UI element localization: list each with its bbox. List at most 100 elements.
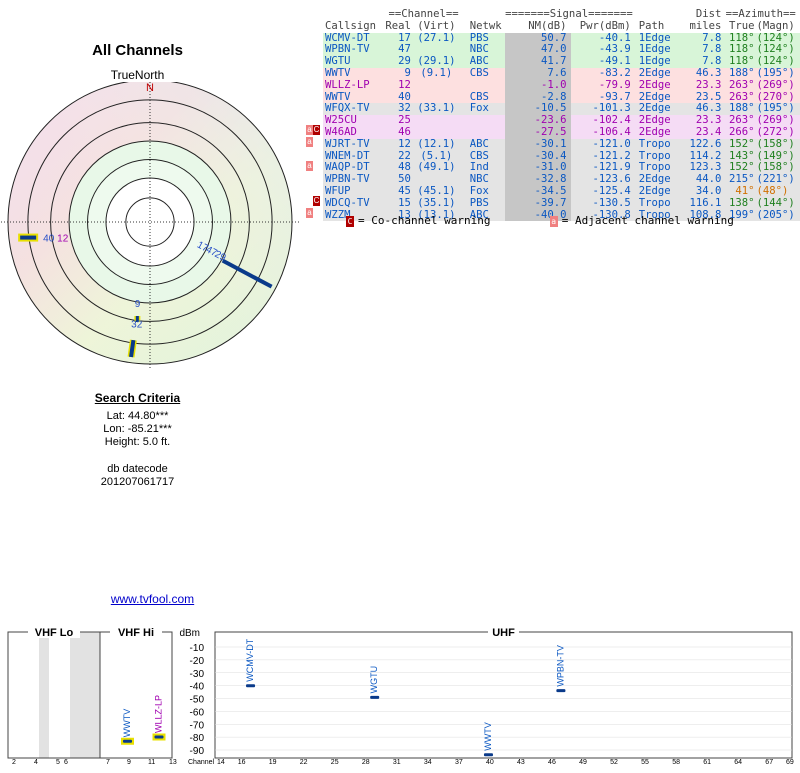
table-row: WAQP-DT 48 (49.1) Ind -31.0 -121.9 Tropo 123.3 1…	[323, 162, 800, 175]
channel-axis-label: Channel	[188, 759, 215, 766]
uhf-tick: 37	[455, 759, 463, 766]
cell-true: 263°	[721, 114, 755, 127]
cell-nm: -30.1	[505, 138, 571, 151]
uhf-tick: 14	[217, 759, 225, 766]
cell-pwr: -102.4	[570, 114, 633, 127]
station-label: WGTU	[369, 666, 379, 694]
vhf-lo-label: VHF Lo	[35, 627, 74, 639]
cell-virt: (49.1)	[410, 162, 462, 175]
vhf-lo-label-bg	[28, 626, 80, 638]
cell-magn: (270°)	[754, 91, 800, 104]
cell-virt: (13.1)	[410, 209, 462, 222]
group-header-azimuth: ==Azimuth==	[725, 8, 796, 20]
station-label: WCMV-DT	[245, 638, 255, 681]
radar-channel-label: 17	[195, 240, 210, 255]
datecode-label: db datecode	[107, 463, 168, 475]
cell-callsign: WFQX-TV	[323, 103, 386, 116]
uhf-tick: 16	[238, 759, 246, 766]
cell-pwr: -79.9	[570, 79, 633, 92]
cell-true: 188°	[721, 103, 755, 116]
cell-real: 45	[385, 185, 411, 198]
cell-dist: 122.6	[679, 138, 722, 151]
cell-netwk: Ind	[461, 162, 506, 175]
cell-dist: 114.2	[679, 150, 722, 163]
true-north-label: TrueNorth	[110, 68, 165, 82]
station-bar	[370, 695, 380, 699]
cell-netwk	[461, 126, 506, 139]
cell-nm: -31.0	[505, 162, 571, 175]
cell-virt	[410, 126, 462, 139]
vhf-hi-tick: 11	[148, 759, 155, 766]
cell-pwr: -101.3	[570, 103, 633, 116]
cell-real: 12	[385, 138, 411, 151]
cell-magn: (149°)	[754, 150, 800, 163]
cell-magn: (195°)	[754, 103, 800, 116]
adjacent-warning-icon: a	[306, 125, 313, 136]
cell-netwk: ABC	[461, 55, 506, 68]
uhf-tick: 43	[517, 759, 525, 766]
table-row: WFQX-TV 32 (33.1) Fox -10.5 -101.3 2Edge 46.3 18…	[323, 103, 800, 116]
cell-pwr: -121.2	[570, 150, 633, 163]
search-criteria: Search Criteria Lat: 44.80*** Lon: -85.2…	[60, 392, 215, 489]
cell-dist: 7.8	[679, 44, 722, 57]
cell-virt: (45.1)	[410, 185, 462, 198]
cell-netwk: ABC	[461, 209, 506, 222]
cell-dist: 23.3	[679, 79, 722, 92]
cell-callsign: WFUP	[323, 185, 386, 198]
cell-nm: -40.0	[505, 209, 571, 222]
signal-bar-263	[18, 233, 39, 242]
cell-dist: 46.3	[679, 67, 722, 80]
tvfool-link[interactable]: www.tvfool.com	[110, 592, 195, 606]
cell-magn: (269°)	[754, 114, 800, 127]
cell-real: 13	[385, 209, 411, 222]
table-row: W46AD 46 -27.5 -106.4 2Edge 23.4 266° (272°)	[323, 126, 800, 139]
cell-magn: (144°)	[754, 197, 800, 210]
cell-path: 2Edge	[632, 67, 680, 80]
cell-true: 118°	[721, 44, 755, 57]
antenna-height: Height: 5.0 ft.	[104, 436, 171, 448]
cell-real: 47	[385, 44, 411, 57]
cell-pwr: -106.4	[570, 126, 633, 139]
cell-dist: 7.8	[679, 32, 722, 45]
cell-path: Tropo	[632, 150, 680, 163]
cell-real: 50	[385, 173, 411, 186]
cell-netwk: Fox	[461, 103, 506, 116]
cell-netwk: PBS	[461, 197, 506, 210]
cell-callsign: WCMV-DT	[323, 32, 386, 45]
cell-magn: (48°)	[754, 185, 800, 198]
co-channel-warning-icon: C	[313, 125, 320, 136]
cell-nm: -10.5	[505, 103, 571, 116]
cell-true: 263°	[721, 91, 755, 104]
cell-callsign: WLLZ-LP	[323, 79, 386, 92]
table-row: WPBN-TV 50 NBC -32.8 -123.6 2Edge 44.0 215° (221…	[323, 173, 800, 186]
cell-nm: 50.7	[505, 32, 571, 45]
cell-path: 1Edge	[632, 55, 680, 68]
vhf-lo-shade-2	[70, 632, 100, 758]
radar-channel-label: 40	[43, 234, 55, 245]
cell-true: 138°	[721, 197, 755, 210]
cell-callsign: WPBN-TV	[323, 173, 386, 186]
header-path: Path	[638, 19, 665, 32]
cell-pwr: -49.1	[570, 55, 633, 68]
cell-virt: (35.1)	[410, 197, 462, 210]
uhf-tick: 49	[579, 759, 587, 766]
header-dist: miles	[689, 19, 722, 32]
cell-callsign: WWTV	[323, 91, 386, 104]
cell-path: 2Edge	[632, 126, 680, 139]
cell-pwr: -121.0	[570, 138, 633, 151]
cell-magn: (272°)	[754, 126, 800, 139]
cell-netwk: Fox	[461, 185, 506, 198]
uhf-tick: 22	[300, 759, 308, 766]
cell-virt: (9.1)	[410, 67, 462, 80]
signal-bar-118	[221, 258, 273, 289]
cell-nm: -34.5	[505, 185, 571, 198]
cell-virt: (29.1)	[410, 55, 462, 68]
dbm-unit-label: dBm	[179, 628, 200, 639]
co-channel-warning-icon: C	[313, 196, 320, 207]
cell-real: 46	[385, 126, 411, 139]
cell-pwr: -83.2	[570, 67, 633, 80]
adjacent-warning-icon: a	[306, 208, 313, 218]
cell-dist: 108.8	[679, 209, 722, 222]
cell-real: 17	[385, 32, 411, 45]
